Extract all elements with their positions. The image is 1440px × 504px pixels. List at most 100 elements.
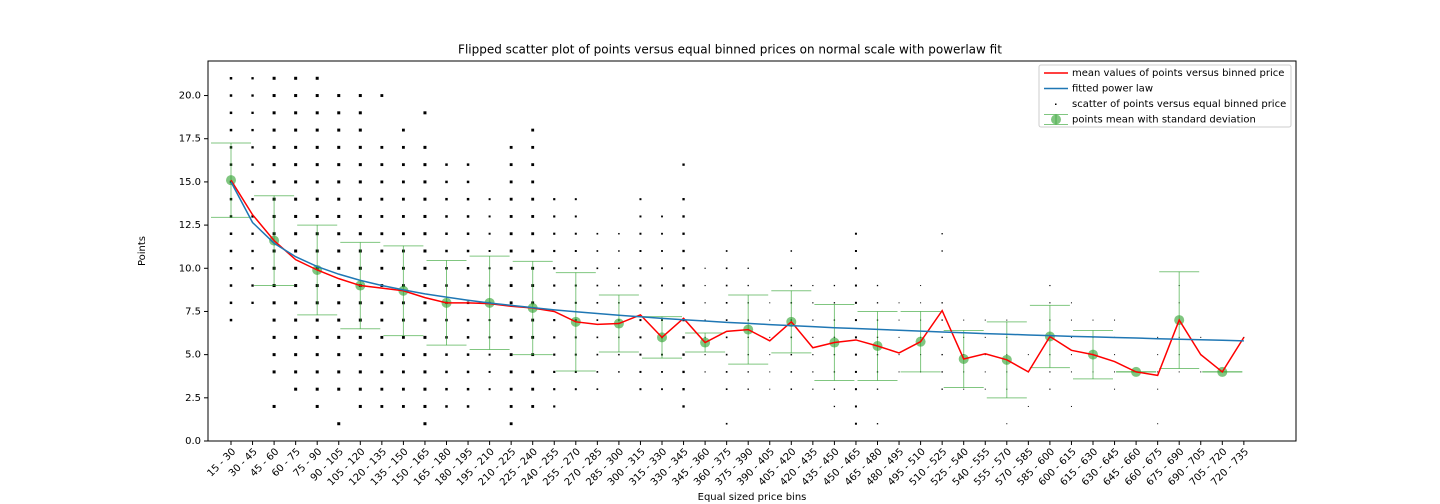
scatter-point	[294, 214, 298, 218]
scatter-point	[251, 111, 254, 114]
scatter-point	[315, 197, 319, 201]
scatter-point	[704, 371, 706, 373]
scatter-point	[661, 250, 663, 252]
scatter-point	[639, 336, 642, 339]
scatter-point	[423, 404, 427, 408]
scatter-point	[1114, 354, 1116, 356]
scatter-point	[812, 336, 814, 338]
scatter-point	[639, 215, 642, 218]
scatter-point	[639, 353, 642, 356]
scatter-point	[358, 335, 362, 339]
scatter-point	[1178, 371, 1180, 373]
scatter-point	[337, 197, 341, 201]
scatter-point	[1157, 336, 1159, 338]
scatter-point	[1027, 405, 1029, 407]
scatter-point	[229, 232, 233, 235]
scatter-point	[531, 370, 535, 374]
scatter-point	[509, 232, 513, 236]
scatter-point	[531, 145, 535, 149]
scatter-point	[466, 370, 470, 374]
scatter-point	[1049, 284, 1051, 287]
scatter-point	[509, 284, 513, 287]
scatter-point	[272, 353, 276, 357]
scatter-point	[747, 284, 749, 287]
scatter-point	[682, 388, 685, 391]
scatter-point	[294, 301, 298, 305]
scatter-point	[790, 388, 793, 390]
scatter-point	[423, 301, 427, 305]
scatter-point	[401, 232, 405, 236]
scatter-point	[661, 215, 663, 218]
scatter-point	[337, 284, 341, 288]
scatter-point	[358, 180, 362, 184]
scatter-point	[337, 232, 341, 236]
legend-handle	[1051, 114, 1061, 125]
scatter-point	[704, 302, 706, 304]
scatter-point	[854, 422, 857, 425]
scatter-point	[725, 336, 728, 339]
scatter-point	[445, 232, 448, 235]
scatter-point	[337, 249, 341, 253]
scatter-point	[1049, 371, 1051, 373]
scatter-point	[941, 233, 943, 235]
scatter-point	[251, 232, 254, 235]
scatter-point	[618, 250, 620, 252]
scatter-point	[661, 370, 663, 373]
scatter-point	[854, 267, 857, 270]
scatter-point	[833, 405, 836, 408]
scatter-point	[272, 145, 276, 149]
scatter-point	[380, 232, 384, 236]
scatter-point	[725, 353, 728, 356]
scatter-point	[984, 388, 986, 390]
scatter-point	[553, 405, 556, 408]
scatter-point	[423, 180, 427, 184]
scatter-point	[445, 353, 448, 356]
legend-label: scatter of points versus equal binned pr…	[1072, 99, 1286, 110]
scatter-point	[272, 163, 276, 167]
scatter-point	[1157, 371, 1159, 373]
scatter-point	[596, 301, 599, 304]
scatter-point	[1200, 371, 1202, 373]
scatter-point	[725, 319, 728, 321]
scatter-point	[272, 128, 276, 132]
scatter-point	[639, 198, 642, 201]
scatter-point	[1114, 319, 1116, 321]
scatter-point	[401, 163, 405, 167]
scatter-point	[423, 284, 427, 288]
scatter-point	[466, 405, 470, 408]
scatter-point	[833, 302, 836, 304]
scatter-point	[725, 284, 728, 287]
scatter-point	[423, 387, 427, 391]
scatter-point	[941, 353, 943, 356]
scatter-point	[509, 387, 513, 391]
scatter-point	[337, 94, 341, 98]
scatter-point	[682, 405, 685, 408]
scatter-point	[229, 249, 233, 253]
scatter-point	[423, 111, 427, 115]
scatter-point	[380, 266, 384, 270]
scatter-point	[941, 371, 943, 373]
scatter-point	[682, 215, 685, 218]
scatter-point	[639, 284, 642, 287]
y-tick-label: 20.0	[179, 91, 201, 102]
scatter-point	[553, 215, 556, 218]
scatter-point	[337, 163, 341, 167]
scatter-point	[704, 354, 706, 356]
x-axis-label: Equal sized price bins	[698, 492, 807, 503]
scatter-point	[294, 111, 298, 115]
scatter-point	[876, 284, 879, 287]
scatter-point	[380, 335, 384, 339]
scatter-point	[294, 76, 298, 80]
scatter-point	[466, 267, 470, 270]
scatter-point	[229, 94, 233, 97]
scatter-point	[272, 94, 276, 98]
scatter-point	[574, 198, 577, 201]
scatter-point	[769, 319, 771, 321]
scatter-point	[294, 318, 298, 322]
scatter-point	[984, 354, 986, 356]
scatter-point	[531, 163, 535, 167]
scatter-point	[963, 388, 965, 390]
axes-frame	[207, 60, 1297, 442]
line-series	[230, 181, 1244, 342]
